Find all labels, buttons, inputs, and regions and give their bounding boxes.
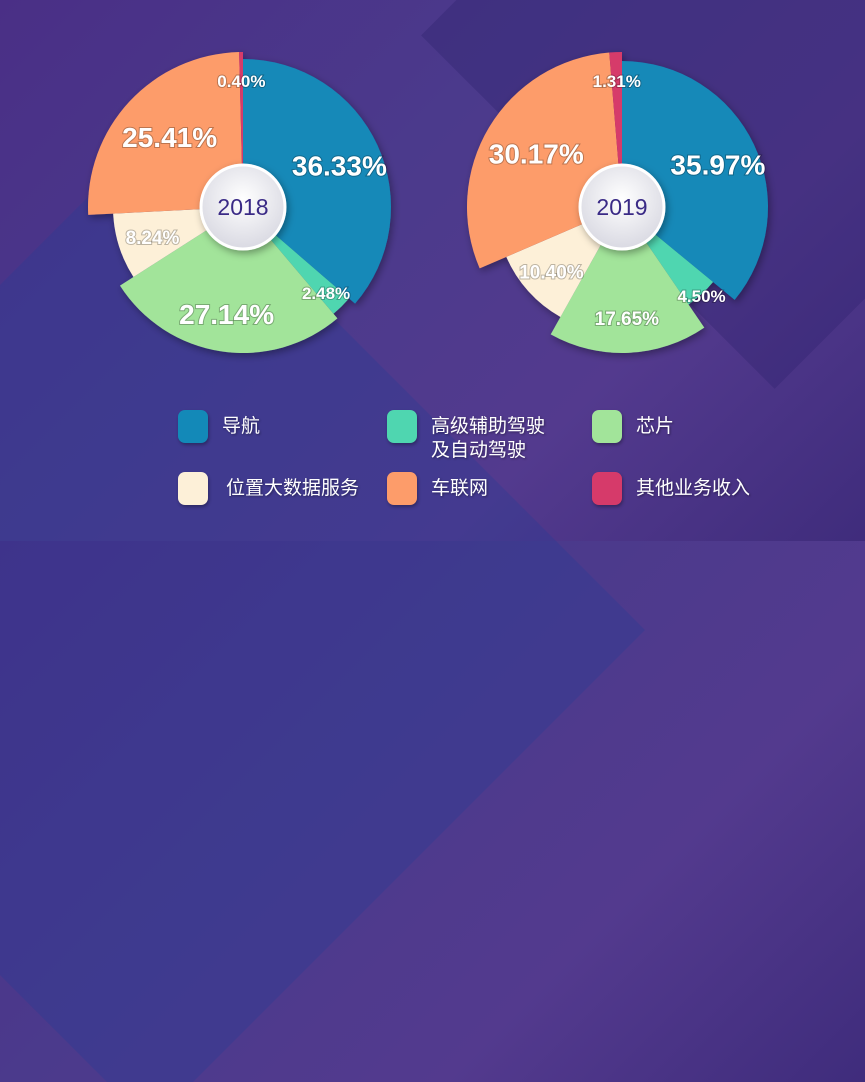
data-label: 4.50% xyxy=(677,287,725,306)
pie-slice xyxy=(119,207,338,353)
data-label: 0.40% xyxy=(217,72,265,91)
data-label: 35.97% xyxy=(670,149,765,180)
pie-2018: 2018 36.33% 2.48% 27.14% 8.24% 25.41% 0.40% xyxy=(88,52,391,353)
pie-charts: 2018 36.33% 2.48% 27.14% 8.24% 25.41% 0.40% 20… xyxy=(88,52,768,354)
pie-slice xyxy=(88,52,243,215)
data-label: 27.14% xyxy=(179,299,274,330)
pie-slice xyxy=(243,59,391,304)
data-label: 10.40% xyxy=(519,263,584,284)
data-label: 2.48% xyxy=(302,284,350,303)
center-circle xyxy=(199,163,287,251)
pie-slice xyxy=(622,61,768,300)
data-label: 36.33% xyxy=(292,150,387,181)
data-label: 25.41% xyxy=(122,122,217,153)
data-label: 17.65% xyxy=(595,309,660,330)
pie-slice xyxy=(550,207,705,354)
year-label: 2018 xyxy=(217,194,268,220)
data-label: 8.24% xyxy=(126,228,180,249)
data-label: 30.17% xyxy=(489,139,584,170)
data-label: 1.31% xyxy=(593,72,641,91)
center-circle xyxy=(578,163,666,251)
pie-2019: 2019 35.97% 4.50% 17.65% 10.40% 30.17% 1.31% xyxy=(466,52,768,354)
year-label: 2019 xyxy=(596,194,647,220)
